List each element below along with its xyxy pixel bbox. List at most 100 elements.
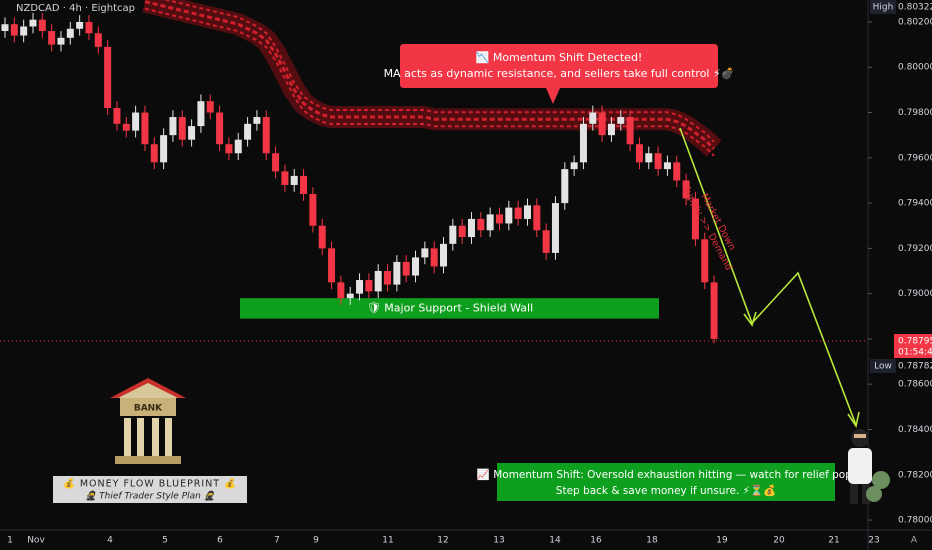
candle-body xyxy=(300,175,308,195)
candle-body xyxy=(318,225,326,249)
y-tick-label: 0.80000 xyxy=(898,63,932,73)
candle-body xyxy=(365,280,373,292)
candle-body xyxy=(710,282,718,339)
candle-body xyxy=(178,117,186,140)
candle-body xyxy=(104,46,112,108)
candle-body xyxy=(29,19,37,27)
x-tick-label: 12 xyxy=(437,536,448,546)
support-zone xyxy=(240,298,659,319)
blueprint-title: 💰 MONEY FLOW BLUEPRINT 💰 xyxy=(63,478,237,490)
candle-body xyxy=(635,144,643,163)
low-tag xyxy=(870,359,896,373)
candle-body xyxy=(645,153,653,163)
ma-band-edge xyxy=(163,0,715,143)
candle-body xyxy=(169,117,177,136)
x-tick-label: 21 xyxy=(828,536,839,546)
high-value: 0.80322 xyxy=(898,3,932,13)
bank-label: BANK xyxy=(134,404,163,414)
symbol: NZDCAD · 4h · Eightcap xyxy=(16,3,135,14)
candle-body xyxy=(673,162,681,181)
candle-body xyxy=(234,139,242,154)
candle-body xyxy=(244,123,252,140)
y-tick-label: 0.80200 xyxy=(898,17,932,27)
candle-body xyxy=(150,144,158,163)
x-tick-label: 16 xyxy=(590,536,602,546)
candle-body xyxy=(542,230,550,253)
projection-arrows xyxy=(679,127,860,429)
candle-body xyxy=(356,280,364,294)
callout-box xyxy=(400,44,718,104)
candle-body xyxy=(654,153,662,170)
x-tick-label: 6 xyxy=(217,536,223,546)
y-tick-label: 0.78200 xyxy=(898,470,932,480)
callout-text: MA acts as dynamic resistance, and selle… xyxy=(384,67,735,81)
candle-body xyxy=(290,175,298,185)
candle-body xyxy=(495,214,503,224)
candle-body xyxy=(570,162,578,170)
candle-body xyxy=(598,112,606,136)
candle-body xyxy=(561,169,569,204)
candle-body xyxy=(253,117,261,124)
x-tick-label: 11 xyxy=(382,536,393,546)
candle-body xyxy=(160,135,168,163)
x-tick-label: 23 xyxy=(868,536,879,546)
x-tick-label: 20 xyxy=(773,536,785,546)
candle-body xyxy=(374,270,382,292)
x-tick-label: 9 xyxy=(313,536,319,546)
x-tick-label: 5 xyxy=(162,536,168,546)
candles: 0.80200 0.80000 0.79800 0.79600 0.79400 0.792… xyxy=(1,12,932,546)
countdown: 01:54:40 xyxy=(898,348,932,358)
high-label: High xyxy=(873,3,894,13)
candle-body xyxy=(337,282,345,299)
candle-body xyxy=(346,293,354,299)
ma-band-edge xyxy=(144,7,715,157)
last-price-tag xyxy=(894,334,932,358)
candle-body xyxy=(122,123,130,131)
candle-body xyxy=(206,101,214,113)
x-tick-label: 7 xyxy=(274,536,280,546)
candle-body xyxy=(113,107,121,124)
thief-icon xyxy=(848,429,890,504)
candle-body xyxy=(281,171,289,185)
candle-body xyxy=(38,19,46,32)
high-tag xyxy=(870,0,896,14)
candle-body xyxy=(262,117,270,154)
support-label: 🛡 Major Support - Shield Wall xyxy=(367,301,533,314)
candle-body xyxy=(76,21,84,29)
candle-body xyxy=(216,112,224,145)
candle-body xyxy=(57,37,65,45)
candle-body xyxy=(449,225,457,244)
candle-body xyxy=(10,24,18,36)
x-tick-label: 14 xyxy=(549,536,561,546)
note-box xyxy=(497,463,835,501)
candle-body xyxy=(468,218,475,238)
candle-body xyxy=(505,207,513,224)
candle-body xyxy=(523,205,531,219)
candle-body xyxy=(477,218,485,231)
candle-body xyxy=(48,31,56,45)
y-tick-label: 0.78000 xyxy=(898,516,932,526)
candle-body xyxy=(514,207,522,219)
candle-body xyxy=(402,261,410,276)
candle-body xyxy=(66,28,74,38)
candle-body xyxy=(132,112,140,131)
candle-body xyxy=(141,112,149,145)
candle-body xyxy=(617,117,625,124)
note-text: Step back & save money if unsure. ⚡⏳💰 xyxy=(556,484,776,497)
y-tick-label: 0.78400 xyxy=(898,425,932,435)
candle-body xyxy=(412,257,420,276)
candle-body xyxy=(94,33,102,47)
candle-body xyxy=(607,123,615,136)
candle-body xyxy=(328,248,336,283)
candle-body xyxy=(85,21,93,34)
x-tick-label: 13 xyxy=(493,536,504,546)
candle-body xyxy=(272,153,280,172)
blueprint-sub: 🥷 Thief Trader Style Plan 🥷 xyxy=(85,490,217,502)
candle-body xyxy=(533,205,541,231)
y-tick-label: 0.79800 xyxy=(898,108,932,118)
candle-body xyxy=(430,248,438,267)
candle-body xyxy=(20,26,28,36)
scale-mode[interactable]: A xyxy=(911,536,918,546)
